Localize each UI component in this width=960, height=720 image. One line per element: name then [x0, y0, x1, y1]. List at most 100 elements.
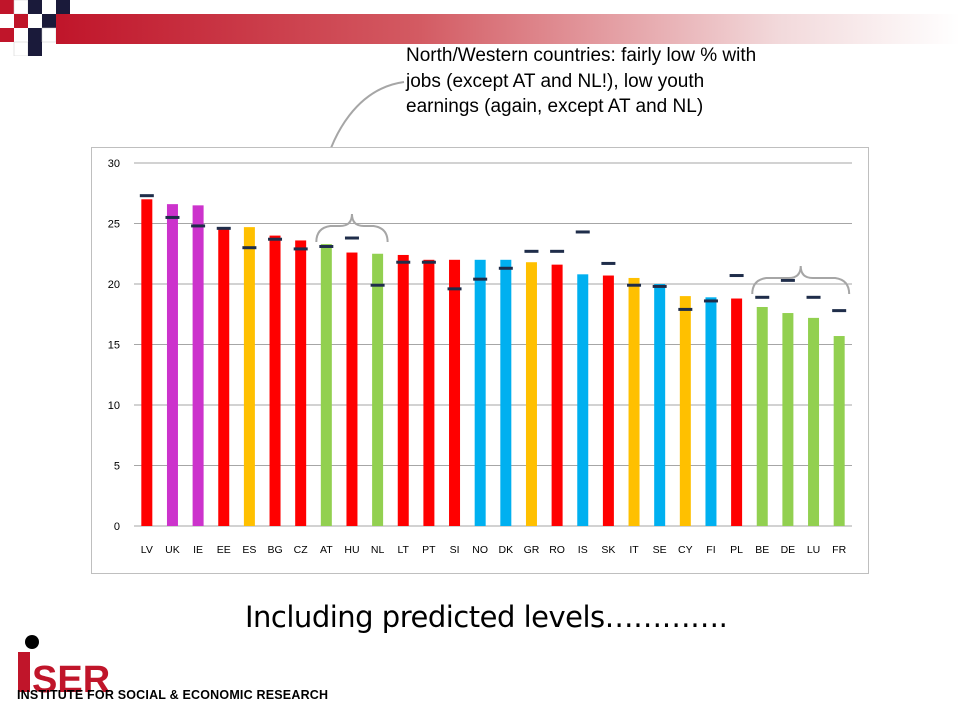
x-tick-label: DK [499, 544, 514, 556]
predicted-marker [319, 244, 334, 248]
y-tick-label: 10 [108, 400, 120, 412]
predicted-marker [498, 266, 513, 270]
predicted-marker [601, 261, 616, 265]
x-tick-label: NL [371, 544, 385, 556]
bar [731, 298, 743, 526]
chart-annotation: North/Western countries: fairly low % wi… [406, 43, 866, 120]
predicted-marker [473, 277, 488, 281]
predicted-marker [678, 307, 693, 311]
x-tick-label: GR [524, 544, 540, 556]
slide-subtitle: Including predicted levels…………. [245, 600, 728, 634]
predicted-marker [652, 284, 667, 288]
predicted-marker [755, 295, 770, 299]
predicted-marker [191, 224, 206, 228]
bar [833, 336, 845, 526]
predicted-marker [165, 215, 180, 219]
bar [654, 284, 666, 526]
bar [449, 259, 461, 526]
brace-be-fr [751, 265, 851, 295]
predicted-marker [293, 247, 308, 251]
predicted-marker [575, 230, 590, 234]
predicted-marker [524, 249, 539, 253]
bar [525, 262, 537, 526]
bar [602, 275, 614, 526]
bar [218, 228, 230, 526]
y-tick-label: 20 [108, 279, 120, 291]
predicted-marker [216, 226, 231, 230]
bar [500, 259, 512, 526]
x-tick-label: SK [601, 544, 615, 556]
x-tick-label: DE [781, 544, 796, 556]
bar [346, 252, 358, 526]
predicted-marker [421, 260, 436, 264]
x-tick-label: EE [217, 544, 231, 556]
bar [166, 204, 178, 526]
bar [295, 240, 307, 526]
predicted-marker [268, 237, 283, 241]
x-tick-label: IT [629, 544, 639, 556]
x-tick-label: FR [832, 544, 846, 556]
predicted-marker [396, 260, 411, 264]
y-tick-label: 5 [114, 461, 120, 473]
bar [141, 199, 153, 527]
x-tick-label: AT [320, 544, 333, 556]
y-tick-label: 15 [108, 340, 120, 352]
annotation-line-3: earnings (again, except AT and NL) [406, 96, 704, 117]
x-tick-label: LV [141, 544, 153, 556]
brace-at-nl [315, 213, 389, 243]
institute-name: INSTITUTE FOR SOCIAL & ECONOMIC RESEARCH [17, 688, 329, 702]
x-tick-label: FI [706, 544, 715, 556]
bar [628, 277, 640, 526]
bar [397, 254, 409, 526]
bar [474, 259, 486, 526]
bar [782, 313, 794, 526]
y-tick-label: 30 [108, 158, 120, 170]
bar [269, 235, 281, 526]
predicted-marker [344, 236, 359, 240]
svg-text:SER: SER [32, 659, 110, 701]
annotation-line-2: jobs (except AT and NL!), low youth [406, 70, 705, 92]
bar [192, 205, 204, 526]
x-tick-label: PL [730, 544, 743, 556]
predicted-marker [139, 194, 154, 198]
x-tick-label: LT [398, 544, 410, 556]
x-tick-label: ES [242, 544, 256, 556]
x-tick-label: PT [422, 544, 436, 556]
x-tick-label: HU [344, 544, 359, 556]
bar [320, 244, 332, 526]
chart-frame: 0 5 10 15 20 25 30 LV UK IE EE ES BG CZ AT HU NL LT PT SI NO… [91, 147, 869, 574]
x-tick-label: BG [267, 544, 282, 556]
checkerboard-decoration [0, 0, 70, 56]
x-tick-label: RO [549, 544, 565, 556]
x-tick-label: IE [193, 544, 203, 556]
predicted-marker [447, 287, 462, 291]
predicted-marker [703, 299, 718, 303]
x-tick-label: NO [472, 544, 488, 556]
bar [551, 264, 563, 526]
x-tick-label: UK [165, 544, 180, 556]
predicted-marker [729, 274, 744, 278]
header-gradient-bar [56, 14, 960, 44]
x-tick-label: IS [578, 544, 588, 556]
predicted-marker [370, 283, 385, 287]
y-tick-label: 0 [114, 521, 120, 533]
iser-logo: SER [18, 635, 110, 701]
x-tick-label: SE [653, 544, 667, 556]
x-tick-label: BE [755, 544, 769, 556]
bar [577, 274, 589, 526]
x-tick-label: CZ [294, 544, 309, 556]
x-tick-label: SI [450, 544, 460, 556]
predicted-marker [806, 295, 821, 299]
predicted-marker [550, 249, 565, 253]
bar [808, 317, 820, 526]
bar-chart: 0 5 10 15 20 25 30 LV UK IE EE ES BG CZ AT HU NL LT PT SI NO… [108, 158, 852, 556]
bar [679, 296, 691, 526]
predicted-marker [832, 309, 847, 313]
x-tick-label: LU [807, 544, 820, 556]
bar [756, 306, 768, 526]
bar [372, 253, 384, 526]
annotation-line-1: North/Western countries: fairly low % wi… [406, 45, 757, 66]
bar [423, 259, 435, 526]
bar [243, 227, 255, 526]
x-tick-label: CY [678, 544, 693, 556]
